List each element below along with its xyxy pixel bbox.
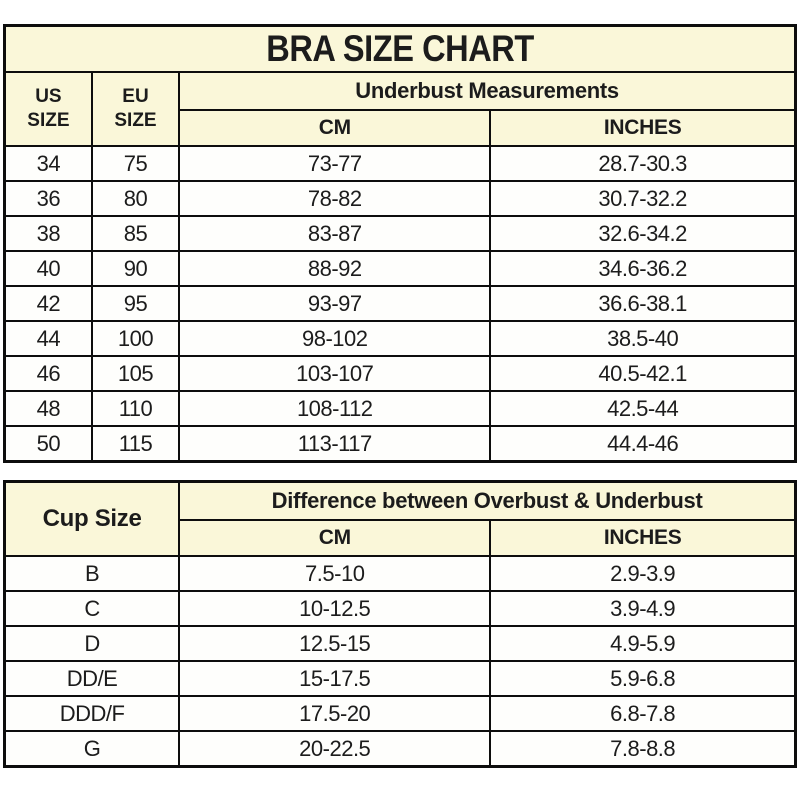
cup-row: B 7.5-10 2.9-3.9 xyxy=(3,555,797,592)
us-size-value: 44 xyxy=(3,320,93,357)
difference-header: Difference between Overbust & Underbust xyxy=(178,480,797,521)
inches-range-value: 4.9-5.9 xyxy=(489,625,797,662)
us-size-value: 50 xyxy=(3,425,93,463)
eu-size-value: 85 xyxy=(90,215,181,252)
eu-size-value: 100 xyxy=(90,320,181,357)
cup-value: B xyxy=(3,555,181,592)
us-size-value: 40 xyxy=(3,250,93,287)
table-gap xyxy=(3,463,797,480)
bra-size-table: BRA SIZE CHART US SIZE EU SIZE Underbust… xyxy=(3,24,797,463)
header-row-group: US SIZE EU SIZE Underbust Measurements xyxy=(3,71,797,147)
inches-range-value: 3.9-4.9 xyxy=(489,590,797,627)
header-row-units: CM INCHES xyxy=(5,519,797,557)
us-size-value: 38 xyxy=(3,215,93,252)
underbust-measurements-header: Underbust Measurements xyxy=(178,71,797,111)
inches-header: INCHES xyxy=(489,109,797,147)
cm-range-value: 20-22.5 xyxy=(178,730,492,768)
table-title-row: BRA SIZE CHART xyxy=(3,24,797,73)
eu-size-header: EU SIZE xyxy=(90,71,181,147)
cup-value: C xyxy=(3,590,181,627)
cm-range-value: 73-77 xyxy=(178,145,492,182)
cup-size-header: Cup Size xyxy=(3,480,181,557)
cup-value: DD/E xyxy=(3,660,181,697)
inches-range-value: 32.6-34.2 xyxy=(489,215,797,252)
inches-range-value: 7.8-8.8 xyxy=(489,730,797,768)
cm-range-value: 10-12.5 xyxy=(178,590,492,627)
inches-range-value: 42.5-44 xyxy=(489,390,797,427)
chart-title-cell: BRA SIZE CHART xyxy=(3,24,797,73)
cup-row: DDD/F 17.5-20 6.8-7.8 xyxy=(3,695,797,732)
cup-size-table: Cup Size Difference between Overbust & U… xyxy=(3,480,797,768)
inches-range-value: 28.7-30.3 xyxy=(489,145,797,182)
cup-row: G 20-22.5 7.8-8.8 xyxy=(3,730,797,768)
us-size-header: US SIZE xyxy=(3,71,93,147)
eu-size-value: 80 xyxy=(90,180,181,217)
inches-range-value: 44.4-46 xyxy=(489,425,797,463)
us-size-value: 36 xyxy=(3,180,93,217)
us-size-value: 46 xyxy=(3,355,93,392)
eu-size-value: 115 xyxy=(90,425,181,463)
size-row: 40 90 88-92 34.6-36.2 xyxy=(3,250,797,287)
cm-range-value: 83-87 xyxy=(178,215,492,252)
size-row: 48 110 108-112 42.5-44 xyxy=(3,390,797,427)
size-row: 46 105 103-107 40.5-42.1 xyxy=(3,355,797,392)
inches-range-value: 40.5-42.1 xyxy=(489,355,797,392)
us-size-value: 42 xyxy=(3,285,93,322)
cm-range-value: 88-92 xyxy=(178,250,492,287)
cm-range-value: 17.5-20 xyxy=(178,695,492,732)
size-row: 38 85 83-87 32.6-34.2 xyxy=(3,215,797,252)
inches-range-value: 2.9-3.9 xyxy=(489,555,797,592)
cup-row: D 12.5-15 4.9-5.9 xyxy=(3,625,797,662)
cm-header: CM xyxy=(178,519,492,557)
header-row-group: Cup Size Difference between Overbust & U… xyxy=(3,480,797,557)
chart-title: BRA SIZE CHART xyxy=(266,28,534,69)
size-row: 34 75 73-77 28.7-30.3 xyxy=(3,145,797,182)
inches-range-value: 38.5-40 xyxy=(489,320,797,357)
cup-value: D xyxy=(3,625,181,662)
size-row: 36 80 78-82 30.7-32.2 xyxy=(3,180,797,217)
inches-range-value: 34.6-36.2 xyxy=(489,250,797,287)
inches-header: INCHES xyxy=(489,519,797,557)
eu-size-value: 90 xyxy=(90,250,181,287)
cup-value: G xyxy=(3,730,181,768)
size-row: 44 100 98-102 38.5-40 xyxy=(3,320,797,357)
cm-range-value: 93-97 xyxy=(178,285,492,322)
cup-row: DD/E 15-17.5 5.9-6.8 xyxy=(3,660,797,697)
header-row-units: CM INCHES xyxy=(5,109,797,147)
inches-range-value: 6.8-7.8 xyxy=(489,695,797,732)
eu-size-value: 110 xyxy=(90,390,181,427)
cup-value: DDD/F xyxy=(3,695,181,732)
eu-size-value: 95 xyxy=(90,285,181,322)
eu-size-value: 75 xyxy=(90,145,181,182)
cm-range-value: 98-102 xyxy=(178,320,492,357)
inches-range-value: 30.7-32.2 xyxy=(489,180,797,217)
cm-range-value: 108-112 xyxy=(178,390,492,427)
inches-range-value: 5.9-6.8 xyxy=(489,660,797,697)
cm-range-value: 78-82 xyxy=(178,180,492,217)
cm-range-value: 103-107 xyxy=(178,355,492,392)
cm-header: CM xyxy=(178,109,492,147)
eu-size-value: 105 xyxy=(90,355,181,392)
cm-range-value: 113-117 xyxy=(178,425,492,463)
size-row: 42 95 93-97 36.6-38.1 xyxy=(3,285,797,322)
cm-range-value: 12.5-15 xyxy=(178,625,492,662)
us-size-value: 34 xyxy=(3,145,93,182)
cm-range-value: 7.5-10 xyxy=(178,555,492,592)
inches-range-value: 36.6-38.1 xyxy=(489,285,797,322)
us-size-value: 48 xyxy=(3,390,93,427)
cup-row: C 10-12.5 3.9-4.9 xyxy=(3,590,797,627)
cm-range-value: 15-17.5 xyxy=(178,660,492,697)
size-row: 50 115 113-117 44.4-46 xyxy=(3,425,797,463)
